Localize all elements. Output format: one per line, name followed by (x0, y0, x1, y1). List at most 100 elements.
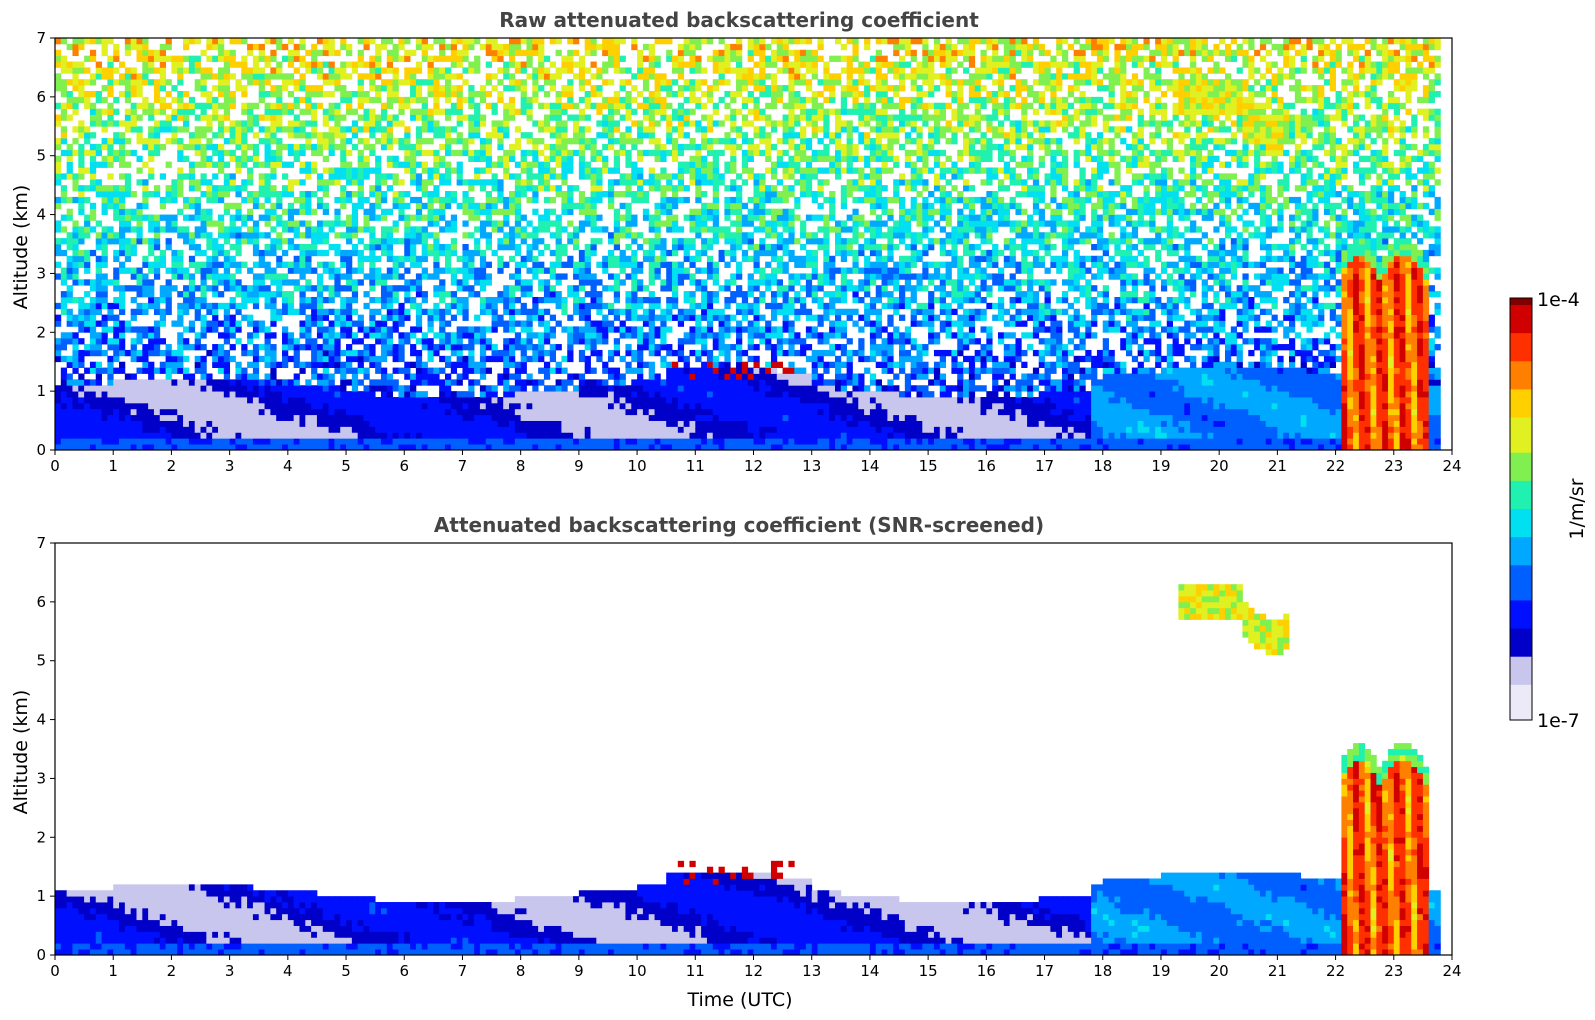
heatmap-cell (840, 444, 848, 450)
heatmap-cell (968, 314, 976, 321)
heatmap-cell (1376, 432, 1383, 439)
heatmap-cell (561, 397, 568, 404)
heatmap-cell (846, 373, 853, 380)
heatmap-cell (683, 397, 690, 404)
heatmap-cell (637, 314, 644, 321)
heatmap-cell (1347, 426, 1354, 433)
heatmap-cell (677, 385, 685, 392)
heatmap-cell (736, 326, 743, 333)
heatmap-cell (695, 402, 702, 410)
heatmap-cell (811, 397, 818, 404)
heatmap-cell (968, 397, 976, 404)
heatmap-cell (1300, 402, 1307, 410)
heatmap-cell (1289, 361, 1296, 368)
heatmap-cell (800, 379, 807, 386)
heatmap-cell (322, 355, 329, 363)
heatmap-cell (997, 402, 1005, 410)
heatmap-cell (305, 391, 312, 398)
heatmap-cell (910, 408, 917, 416)
heatmap-cell (1434, 414, 1441, 421)
heatmap-cell (805, 444, 813, 450)
heatmap-cell (829, 332, 836, 339)
heatmap-cell (683, 391, 690, 398)
heatmap-cell (415, 302, 423, 310)
heatmap-cell (782, 426, 789, 433)
heatmap-cell (165, 426, 172, 433)
heatmap-cell (241, 385, 248, 392)
heatmap-cell (200, 367, 207, 374)
heatmap-cell (1160, 373, 1168, 380)
heatmap-cell (1376, 391, 1383, 398)
heatmap-cell (89, 338, 97, 345)
heatmap-cell (741, 373, 749, 380)
heatmap-cell (474, 397, 481, 404)
heatmap-cell (1387, 355, 1395, 363)
heatmap-cell (346, 361, 353, 368)
heatmap-cell (916, 308, 923, 316)
heatmap-cell (712, 373, 719, 380)
heatmap-cell (386, 338, 394, 345)
heatmap-cell (1079, 320, 1086, 327)
heatmap-cell (637, 397, 644, 404)
heatmap-cell (625, 332, 632, 339)
heatmap-cell (142, 367, 149, 374)
heatmap-cell (334, 338, 341, 345)
heatmap-cell (1329, 397, 1336, 404)
heatmap-cell (567, 444, 574, 450)
heatmap-cell (1224, 444, 1232, 450)
heatmap-cell (101, 314, 108, 321)
heatmap-cell (264, 302, 271, 310)
heatmap-cell (258, 438, 265, 445)
heatmap-cell (1079, 391, 1086, 398)
heatmap-cell (322, 361, 329, 368)
heatmap-cell (316, 326, 324, 333)
heatmap-cell (1073, 385, 1080, 392)
heatmap-cell (706, 332, 714, 339)
heatmap-cell (1172, 444, 1179, 450)
heatmap-cell (549, 332, 556, 339)
heatmap-cell (293, 391, 300, 398)
heatmap-cell (462, 302, 469, 310)
heatmap-cell (590, 344, 597, 351)
heatmap-cell (637, 349, 644, 357)
heatmap-cell (60, 408, 68, 416)
heatmap-cell (223, 420, 231, 427)
heatmap-cell (602, 397, 609, 404)
heatmap-cell (858, 314, 865, 321)
heatmap-cell (1417, 391, 1424, 398)
heatmap-cell (165, 379, 172, 386)
heatmap-cell (1254, 379, 1261, 386)
heatmap-cell (974, 414, 981, 421)
heatmap-cell (631, 302, 638, 310)
heatmap-cell (212, 308, 219, 316)
heatmap-cell (1341, 349, 1348, 357)
heatmap-cell (613, 432, 621, 439)
heatmap-cell (217, 361, 225, 368)
heatmap-cell (1294, 426, 1302, 433)
heatmap-cell (1190, 320, 1197, 327)
heatmap-cell (619, 308, 626, 316)
heatmap-cell (398, 349, 405, 357)
heatmap-cell (346, 296, 353, 304)
heatmap-cell (503, 373, 510, 380)
heatmap-cell (1091, 355, 1098, 363)
heatmap-cell (188, 391, 196, 398)
heatmap-cell (1335, 379, 1342, 386)
heatmap-cell (648, 302, 655, 310)
heatmap-cell (130, 397, 137, 404)
heatmap-cell (1323, 414, 1331, 421)
heatmap-cell (800, 397, 807, 404)
heatmap-cell (823, 367, 830, 374)
heatmap-cell (293, 426, 300, 433)
heatmap-cell (776, 332, 784, 339)
heatmap-cell (1283, 397, 1290, 404)
heatmap-cell (1428, 426, 1435, 433)
heatmap-cell (1411, 308, 1418, 316)
heatmap-cell (404, 314, 411, 321)
heatmap-cell (945, 349, 952, 357)
heatmap-cell (357, 391, 364, 398)
heatmap-cell (631, 408, 638, 416)
heatmap-cell (986, 302, 993, 310)
heatmap-cell (60, 296, 68, 304)
heatmap-cell (893, 296, 900, 304)
